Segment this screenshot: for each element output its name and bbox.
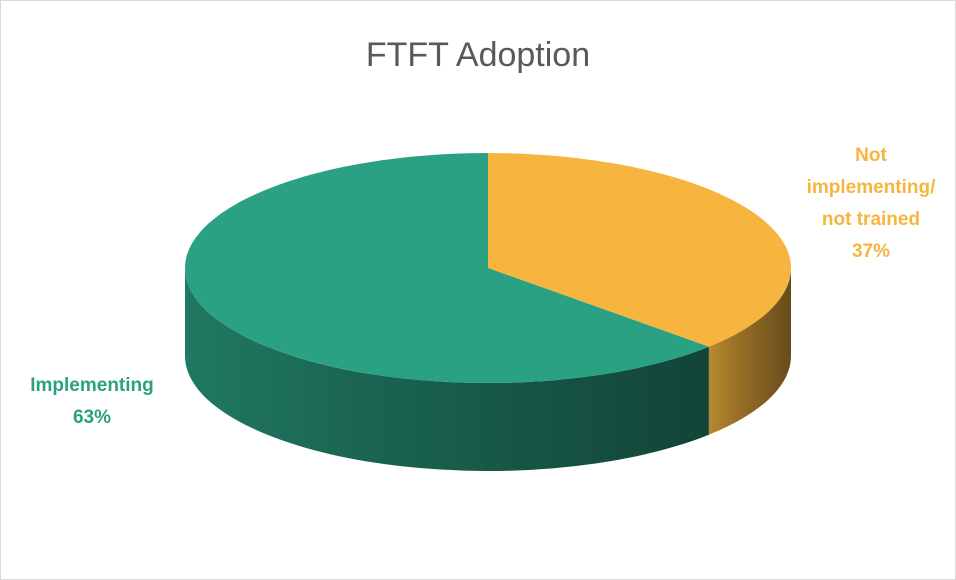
pie-side <box>708 268 791 435</box>
value-label: 63% <box>72 407 112 428</box>
data-label: Not implementing/ not trained 37% <box>796 140 946 268</box>
pie-side <box>185 268 709 472</box>
category-label: Not implementing/ not trained <box>806 145 936 230</box>
chart-title: FTFT Adoption <box>365 36 591 74</box>
data-label: Implementing 63% <box>2 370 182 434</box>
pie-slice <box>488 153 792 347</box>
value-label: 37% <box>851 241 891 262</box>
pie-slice <box>185 153 709 383</box>
category-label: Implementing <box>30 375 154 396</box>
